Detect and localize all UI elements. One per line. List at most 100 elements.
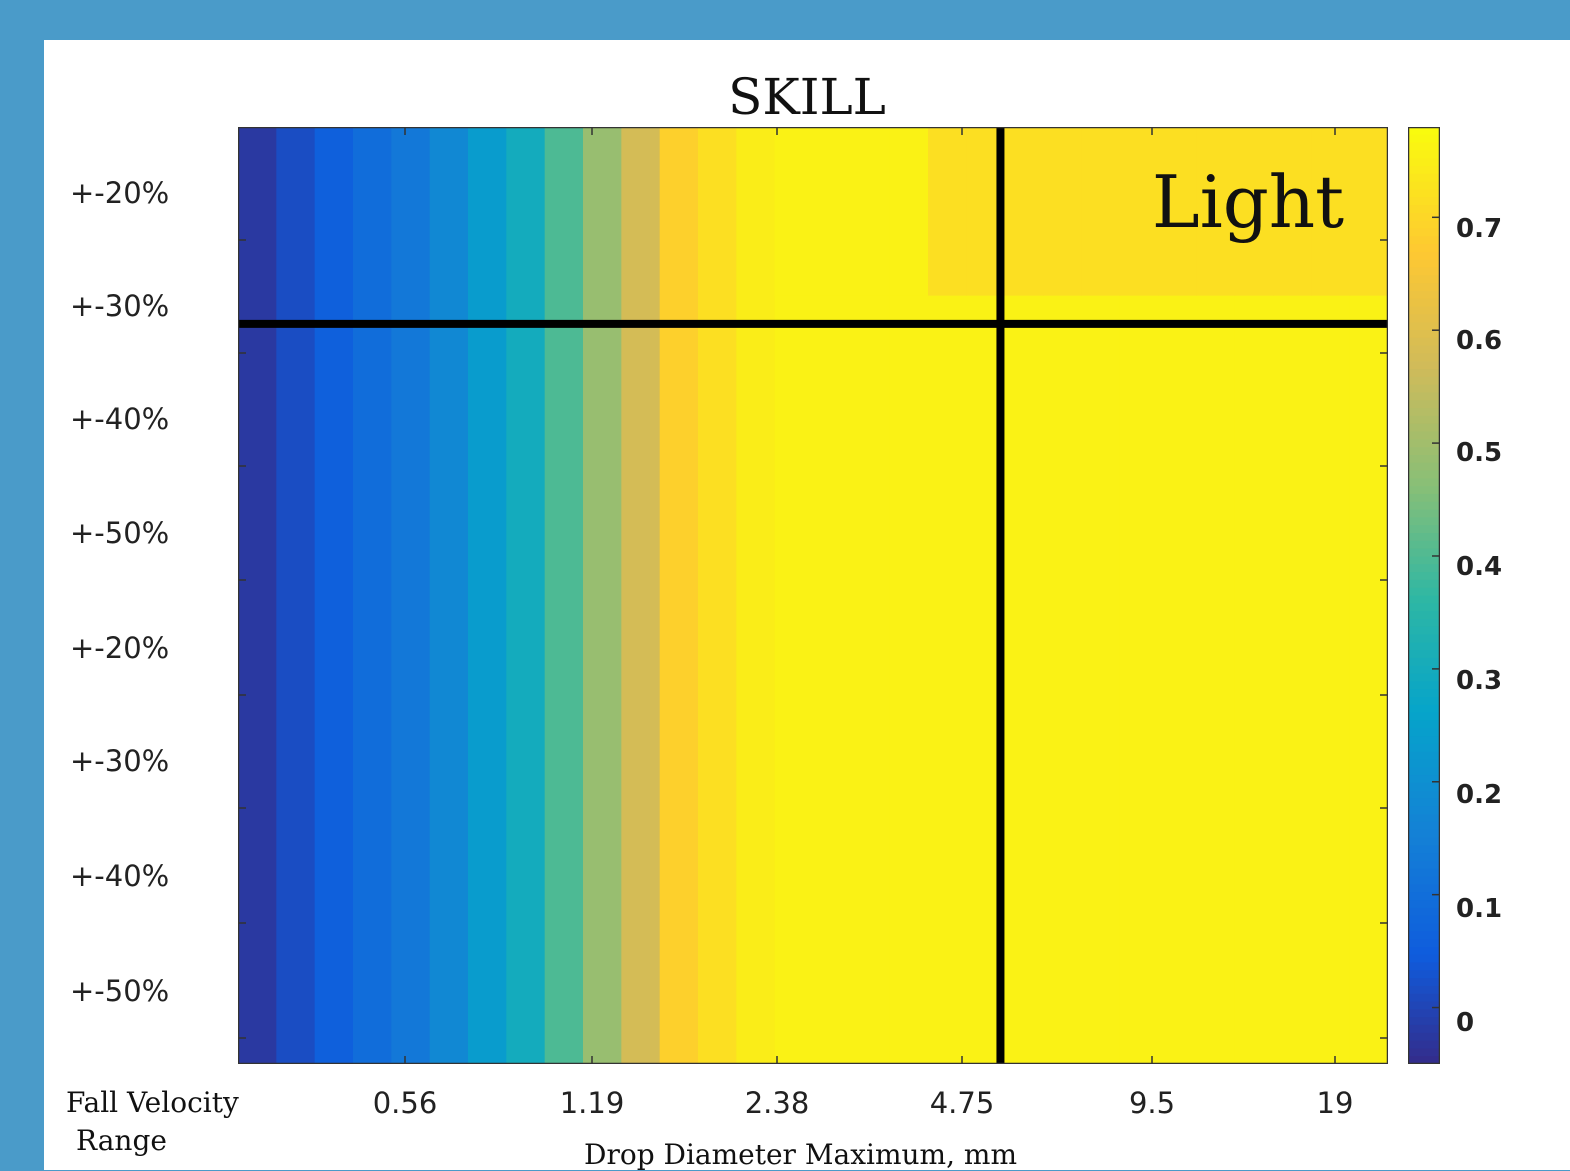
colorbar-segment [1408,1017,1440,1026]
heatmap-cell [1081,127,1121,296]
colorbar-segment [1408,650,1440,659]
heatmap-plot: Light [238,127,1388,1064]
colorbar-segment [1408,290,1440,300]
colorbar-segment [1408,166,1440,175]
colorbar-segment [1408,564,1440,573]
colorbar-segment [1408,517,1440,526]
colorbar-segment [1408,189,1440,198]
colorbar-segment [1408,962,1440,971]
heatmap-cell [1119,127,1159,296]
colorbar-segment [1408,501,1440,511]
colorbar-segment [1408,743,1440,753]
heatmap-cell [928,127,967,296]
colorbar-segment [1408,665,1440,675]
heatmap-cell [1234,127,1274,296]
colorbar-segment [1408,540,1440,550]
colorbar-segment [1408,150,1440,159]
colorbar-segment [1408,181,1440,191]
colorbar-segment [1408,579,1440,589]
colorbar-segment [1408,978,1440,987]
colorbar-segment [1408,837,1440,846]
colorbar-segment [1408,681,1440,690]
colorbar-segment [1408,1032,1440,1042]
y-axis-label-line1: Fall Velocity [66,1086,239,1119]
colorbar-segment [1408,298,1440,308]
colorbar-segment [1408,798,1440,807]
colorbar-segment [1408,439,1440,448]
colorbar-segment [1408,728,1440,737]
chart-title: SKILL [728,68,886,126]
colorbar-segment [1408,689,1440,698]
heatmap-cell [314,127,354,1064]
colorbar-segment [1408,470,1440,479]
colorbar-segment [1408,322,1440,331]
colorbar-segment [1408,454,1440,464]
heatmap-cell [889,127,929,296]
colorbar-segment [1408,673,1440,682]
colorbar-segment [1408,876,1440,886]
colorbar-segment [1408,314,1440,323]
y-tick-label: +-50% [70,516,170,550]
colorbar-tick-label: 0.6 [1456,326,1503,356]
heatmap-cell [736,127,776,1064]
colorbar-segment [1408,127,1440,136]
y-axis-label: Fall Velocity Range [66,1084,266,1160]
colorbar-segment [1408,244,1440,253]
colorbar-segment [1408,626,1440,636]
colorbar-tick-label: 0.1 [1456,894,1503,924]
colorbar-segment [1408,939,1440,948]
colorbar-segment [1408,1001,1440,1010]
colorbar-segment [1408,931,1440,940]
heatmap-cell [1004,127,1044,296]
heatmap-cell [1158,127,1197,296]
colorbar-frame [1408,127,1440,1064]
colorbar-segment [1408,618,1440,628]
colorbar-segment [1408,251,1440,261]
colorbar-segment [1408,384,1440,394]
colorbar-segment [1408,821,1440,831]
colorbar-segment [1408,462,1440,472]
colorbar-segment [1408,1024,1440,1034]
colorbar-segment [1408,392,1440,401]
x-tick-label: 2.38 [744,1086,810,1120]
colorbar-segment [1408,142,1440,152]
y-tick-label: +-20% [70,176,170,210]
colorbar-segment [1408,205,1440,214]
colorbar-segment [1408,572,1440,581]
colorbar-segment [1408,946,1440,956]
colorbar-segment [1408,415,1440,425]
colorbar-segment [1408,736,1440,745]
y-tick-label: +-40% [70,859,170,893]
heatmap-cell [621,127,661,1064]
heatmap-cell [813,127,852,296]
heatmap-cell [353,127,392,1064]
colorbar-segment [1408,275,1440,284]
colorbar-segment [1408,611,1440,620]
colorbar-segment [1408,259,1440,269]
colorbar-segment [1408,533,1440,542]
colorbar-segment [1408,923,1440,932]
colorbar-segment [1408,759,1440,768]
colorbar-segment [1408,806,1440,815]
colorbar-segment [1408,970,1440,979]
heatmap-cell [1273,127,1312,296]
colorbar-segment [1408,697,1440,706]
colorbar-tick-label: 0.7 [1456,214,1503,244]
heatmap-cell [238,127,277,1064]
colorbar-segment [1408,868,1440,878]
heatmap-cell [774,127,814,296]
colorbar-segment [1408,236,1440,245]
colorbar-segment [1408,376,1440,386]
colorbar-segment [1408,884,1440,893]
heatmap-cell [544,127,584,1064]
colorbar-tick-label: 0.2 [1456,780,1503,810]
colorbar-segment [1408,361,1440,370]
colorbar-segment [1408,423,1440,433]
plot-frame [238,127,1388,1064]
colorbar-segment [1408,603,1440,612]
colorbar-segment [1408,954,1440,964]
x-tick-label: 0.56 [372,1086,438,1120]
colorbar-segment [1408,790,1440,800]
heatmap-cell [276,127,316,1064]
colorbar-segment [1408,845,1440,854]
